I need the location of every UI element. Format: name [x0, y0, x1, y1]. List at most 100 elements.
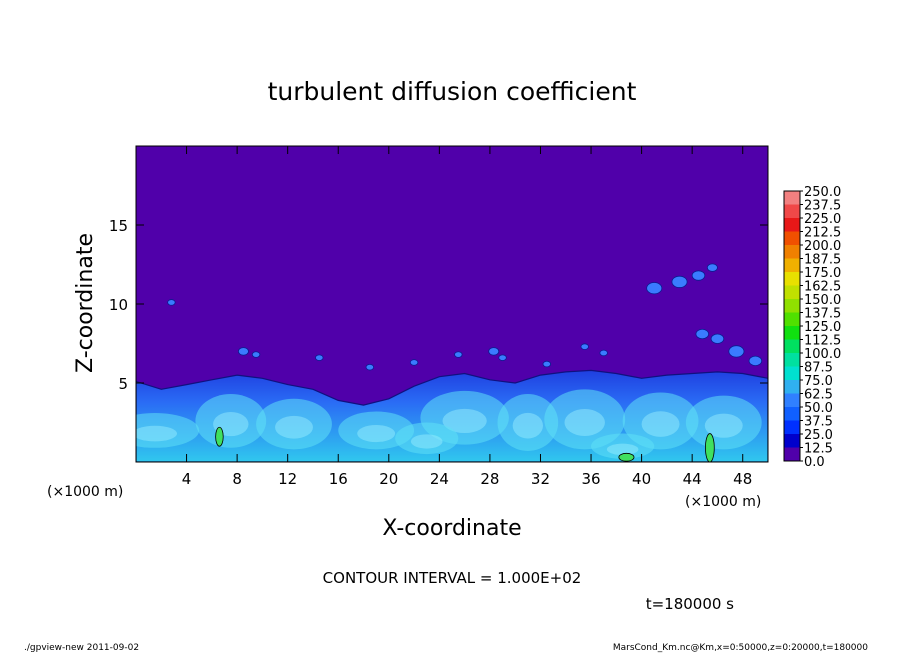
field-blob: [237, 347, 249, 356]
x-tick-label: 12: [278, 470, 297, 488]
band-swirl: [622, 392, 699, 450]
field-blob: [691, 270, 706, 281]
x-tick-label: 40: [632, 470, 651, 488]
colorbar-label: 112.5: [804, 334, 841, 349]
colorbar-swatch: [784, 191, 800, 205]
band-swirl: [395, 422, 459, 455]
colorbar-swatch: [784, 299, 800, 313]
band-swirl: [256, 398, 332, 450]
x-axis-label: X-coordinate: [382, 516, 521, 541]
field-blob: [251, 351, 261, 358]
band-swirl-core: [357, 425, 396, 443]
band-swirl-core: [442, 408, 487, 434]
x-unit-note-left: (×1000 m): [47, 484, 123, 500]
field-blob: [710, 333, 725, 344]
colorbar-swatch: [784, 312, 800, 326]
colorbar-label: 225.0: [804, 212, 841, 227]
field-blob: [365, 363, 375, 371]
contour-patch: [705, 433, 715, 462]
field-blob: [454, 351, 463, 358]
band-swirl-core: [410, 434, 443, 449]
band-swirl-core: [136, 425, 178, 442]
colorbar-swatch: [784, 204, 800, 218]
field-blob: [488, 347, 500, 356]
colorbar-swatch: [784, 231, 800, 245]
colorbar-label: 50.0: [804, 401, 833, 416]
x-tick-label: 32: [531, 470, 550, 488]
colorbar-label: 62.5: [804, 388, 833, 403]
colorbar-label: 162.5: [804, 280, 841, 295]
colorbar-label: 0.0: [804, 455, 825, 470]
colorbar-label: 75.0: [804, 374, 833, 389]
colorbar-label: 100.0: [804, 347, 841, 362]
colorbar-label: 212.5: [804, 226, 841, 241]
band-swirl-core: [512, 412, 544, 439]
colorbar-label: 237.5: [804, 199, 841, 214]
band-swirl-core: [606, 443, 639, 456]
time-label: t=180000 s: [646, 595, 734, 613]
colorbar-swatch: [784, 407, 800, 421]
field-blob: [748, 355, 763, 367]
chart-title: turbulent diffusion coefficient: [268, 77, 637, 106]
field-blob: [599, 349, 608, 357]
colorbar-swatch: [784, 326, 800, 340]
colorbar-swatch: [784, 339, 800, 353]
x-tick-label: 48: [733, 470, 752, 488]
colorbar: 250.0237.5225.0212.5200.0187.5175.0162.5…: [783, 185, 841, 470]
colorbar-label: 12.5: [804, 442, 833, 457]
field-blob: [695, 328, 709, 340]
colorbar-swatch: [784, 218, 800, 232]
contour-patch: [618, 452, 635, 462]
y-axis-label: Z-coordinate: [73, 233, 98, 373]
band-swirl-core: [704, 413, 743, 438]
band-swirl: [195, 394, 267, 448]
y-tick-label: 10: [109, 296, 128, 314]
contour-interval-label: CONTOUR INTERVAL = 1.000E+02: [323, 569, 582, 587]
x-tick-label: 44: [683, 470, 702, 488]
field-blob: [498, 354, 507, 361]
colorbar-swatch: [784, 447, 800, 461]
band-swirl: [338, 411, 415, 450]
x-tick-label: 20: [379, 470, 398, 488]
x-tick-label: 16: [329, 470, 348, 488]
x-unit-note-right: (×1000 m): [685, 494, 761, 510]
colorbar-swatch: [784, 434, 800, 448]
colorbar-swatch: [784, 285, 800, 299]
colorbar-label: 250.0: [804, 185, 841, 200]
x-tick-label: 4: [182, 470, 192, 488]
band-swirl: [136, 413, 200, 448]
field-blob: [409, 359, 419, 366]
colorbar-swatch: [784, 245, 800, 259]
band-swirl: [497, 394, 559, 451]
colorbar-label: 87.5: [804, 361, 833, 376]
colorbar-swatch: [784, 258, 800, 272]
x-tick-label: 36: [581, 470, 600, 488]
x-tick-label: 28: [480, 470, 499, 488]
colorbar-swatch: [784, 366, 800, 380]
plot-area: [135, 145, 769, 463]
colorbar-swatch: [784, 272, 800, 286]
footer-left: ./gpview-new 2011-09-02: [24, 643, 140, 653]
colorbar-label: 125.0: [804, 320, 841, 335]
footer-right: MarsCond_Km.nc@Km,x=0:50000,z=0:20000,t=…: [612, 643, 868, 653]
band-swirl: [544, 389, 626, 450]
colorbar-swatch: [784, 393, 800, 407]
colorbar-swatch: [784, 420, 800, 434]
contour-patch: [215, 426, 224, 447]
band-swirl-core: [275, 415, 313, 439]
colorbar-label: 200.0: [804, 239, 841, 254]
colorbar-label: 175.0: [804, 266, 841, 281]
colorbar-label: 25.0: [804, 428, 833, 443]
colorbar-label: 37.5: [804, 415, 833, 430]
colorbar-label: 150.0: [804, 293, 841, 308]
field-blob: [167, 299, 176, 306]
band-swirl-core: [564, 408, 605, 437]
colorbar-label: 187.5: [804, 253, 841, 268]
band-swirl-core: [641, 411, 680, 437]
field-blob: [646, 282, 663, 295]
colorbar-label: 137.5: [804, 307, 841, 322]
colorbar-swatch: [784, 353, 800, 367]
field-blob: [542, 360, 551, 368]
field-blob: [671, 275, 688, 288]
